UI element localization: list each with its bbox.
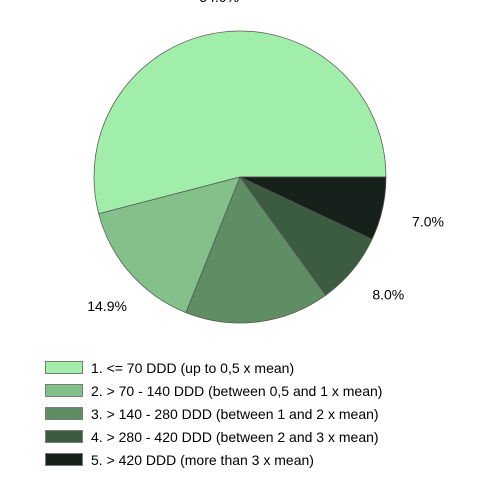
legend-swatch: [45, 453, 83, 466]
chart-legend: 1. <= 70 DDD (up to 0,5 x mean) 2. > 70 …: [45, 356, 382, 471]
pie-slice: [239, 176, 387, 240]
pie-slice: [98, 176, 241, 314]
pie-value-labels: 54.0%14.9%16.0%8.0%7.0%: [87, 0, 444, 314]
slice-value-label: 8.0%: [372, 286, 404, 302]
legend-item: 3. > 140 - 280 DDD (between 1 and 2 x me…: [45, 402, 382, 425]
legend-swatch: [45, 361, 83, 374]
pie-slices: [93, 30, 387, 324]
slice-value-label: 7.0%: [412, 214, 444, 230]
legend-swatch: [45, 384, 83, 397]
legend-swatch: [45, 430, 83, 443]
legend-label: 1. <= 70 DDD (up to 0,5 x mean): [91, 359, 295, 376]
slice-value-label: 14.9%: [87, 298, 127, 314]
legend-label: 3. > 140 - 280 DDD (between 1 and 2 x me…: [91, 405, 379, 422]
pie-chart: 54.0%14.9%16.0%8.0%7.0%: [87, 0, 444, 324]
legend-label: 5. > 420 DDD (more than 3 x mean): [91, 451, 314, 468]
legend-label: 4. > 280 - 420 DDD (between 2 and 3 x me…: [91, 428, 379, 445]
legend-item: 1. <= 70 DDD (up to 0,5 x mean): [45, 356, 382, 379]
legend-swatch: [45, 407, 83, 420]
slice-value-label: 54.0%: [199, 0, 239, 5]
legend-label: 2. > 70 - 140 DDD (between 0,5 and 1 x m…: [91, 382, 383, 399]
pie-slice: [93, 30, 387, 215]
pie-slice: [185, 176, 327, 324]
legend-item: 5. > 420 DDD (more than 3 x mean): [45, 448, 382, 471]
legend-item: 4. > 280 - 420 DDD (between 2 and 3 x me…: [45, 425, 382, 448]
legend-item: 2. > 70 - 140 DDD (between 0,5 and 1 x m…: [45, 379, 382, 402]
